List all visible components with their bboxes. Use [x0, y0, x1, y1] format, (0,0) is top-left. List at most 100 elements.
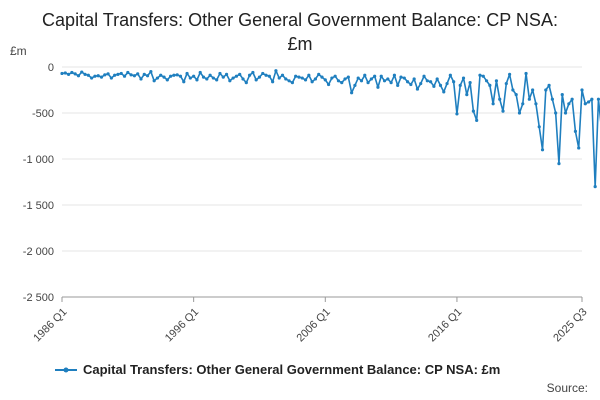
data-point	[175, 73, 179, 77]
data-point	[287, 79, 291, 83]
data-point	[195, 78, 199, 82]
data-point	[70, 70, 74, 75]
data-point	[386, 77, 390, 81]
data-point	[379, 74, 383, 78]
data-point	[547, 83, 551, 87]
y-tick-label: 0	[48, 62, 54, 74]
data-point	[113, 73, 117, 77]
data-point	[155, 76, 160, 80]
data-point	[330, 76, 334, 80]
data-point	[254, 78, 258, 82]
data-point	[172, 73, 176, 77]
data-point	[182, 80, 186, 84]
data-point	[550, 97, 554, 101]
data-point	[590, 97, 594, 101]
data-point	[192, 74, 196, 78]
series-layer	[60, 69, 600, 189]
data-point	[303, 78, 308, 82]
data-point	[198, 70, 202, 75]
data-point	[162, 75, 166, 79]
data-point	[83, 72, 87, 76]
data-point	[93, 74, 97, 78]
data-point	[152, 79, 156, 83]
data-point	[498, 97, 502, 101]
data-point	[136, 72, 140, 76]
data-point	[336, 79, 341, 83]
data-point	[142, 72, 146, 76]
data-point	[577, 146, 581, 150]
legend-swatch	[55, 367, 77, 372]
data-point	[504, 81, 508, 86]
data-point	[103, 73, 107, 77]
data-point	[521, 102, 525, 106]
data-point	[178, 74, 183, 78]
data-point	[99, 75, 104, 79]
data-point	[409, 82, 413, 87]
data-point	[280, 73, 285, 77]
data-point	[481, 74, 485, 78]
x-tick-label: 1986 Q1	[31, 306, 69, 344]
data-point	[376, 85, 380, 89]
data-point	[363, 73, 367, 77]
data-point	[382, 79, 387, 83]
data-point	[201, 75, 206, 79]
data-point	[231, 76, 235, 80]
data-point	[241, 77, 245, 81]
x-tick-label: 2006 Q1	[295, 306, 333, 344]
data-point	[396, 83, 400, 87]
data-point	[593, 185, 597, 189]
x-tick-label: 1996 Q1	[163, 306, 201, 344]
data-point	[90, 76, 94, 80]
data-point	[373, 74, 377, 78]
legend-label: Capital Transfers: Other General Governm…	[83, 362, 501, 377]
data-point	[534, 102, 538, 106]
data-point	[96, 74, 100, 78]
data-point	[402, 76, 406, 80]
data-point	[310, 80, 314, 84]
data-point	[257, 75, 262, 79]
data-point	[573, 129, 578, 133]
data-point	[544, 88, 548, 92]
data-point	[165, 78, 169, 82]
data-point	[356, 76, 360, 80]
y-tick-label: -2 000	[23, 246, 54, 258]
data-point	[63, 71, 67, 75]
data-point	[132, 74, 137, 78]
data-point	[570, 97, 574, 101]
data-point	[109, 76, 113, 80]
data-point	[432, 84, 436, 88]
data-point	[435, 77, 439, 81]
chart-title: Capital Transfers: Other General Governm…	[42, 10, 558, 54]
y-tick-label: -1 000	[23, 154, 54, 166]
data-point	[326, 82, 331, 87]
y-tick-label: -500	[32, 108, 54, 120]
data-point	[340, 81, 344, 85]
data-point	[208, 73, 212, 77]
data-point	[484, 79, 489, 83]
data-point	[359, 79, 364, 83]
data-point	[448, 73, 452, 77]
data-point	[267, 74, 271, 78]
data-point	[563, 111, 568, 115]
data-point	[277, 76, 281, 80]
data-point	[353, 83, 357, 87]
data-point	[429, 80, 433, 84]
data-point	[392, 73, 397, 77]
data-point	[567, 102, 571, 106]
data-point	[274, 69, 278, 73]
data-point	[185, 71, 189, 76]
data-point	[560, 93, 564, 97]
data-point	[517, 111, 522, 115]
data-point	[438, 83, 443, 87]
data-point	[228, 79, 232, 83]
data-point	[60, 71, 64, 76]
y-axis-unit-label: £m	[10, 44, 27, 58]
data-point	[366, 81, 370, 85]
y-tick-label: -2 500	[23, 292, 54, 304]
data-point	[471, 109, 475, 113]
data-point	[445, 81, 449, 86]
data-point	[129, 73, 133, 77]
data-point	[494, 79, 499, 83]
data-point	[300, 76, 304, 80]
data-point	[583, 102, 587, 106]
